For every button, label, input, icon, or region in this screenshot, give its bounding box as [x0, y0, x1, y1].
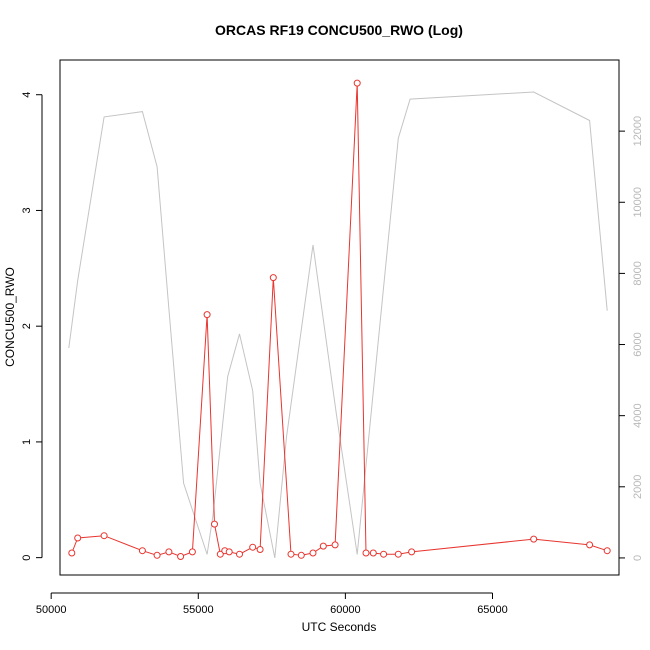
y-tick-label: 2	[21, 323, 33, 329]
primary-series-point	[297, 551, 305, 559]
primary-series-point	[319, 542, 327, 550]
secondary-series-line	[68, 91, 608, 558]
secondary-series-layer	[68, 91, 608, 558]
primary-series-point	[68, 549, 76, 557]
primary-series-point	[309, 549, 317, 557]
y-tick-label: 3	[21, 207, 33, 213]
primary-series-point	[369, 549, 377, 557]
primary-series-point	[380, 550, 388, 558]
primary-series-point	[331, 541, 339, 549]
x-axis-label: UTC Seconds	[302, 620, 377, 634]
y-axis-label: CONCU500_RWO	[3, 267, 17, 367]
primary-series-point	[177, 553, 185, 560]
primary-series-point	[408, 548, 416, 556]
primary-series-point	[249, 543, 257, 551]
primary-series-point	[153, 551, 161, 559]
primary-series-point	[269, 274, 277, 282]
y-tick-label: 4	[21, 92, 33, 98]
primary-series-layer	[68, 79, 611, 560]
chart-title: ORCAS RF19 CONCU500_RWO (Log)	[215, 22, 463, 38]
primary-series-point	[353, 79, 361, 87]
x-tick-label: 65000	[477, 604, 508, 616]
y2-tick-label: 8000	[632, 261, 644, 285]
y2-tick-label: 4000	[632, 403, 644, 427]
primary-series-point	[225, 548, 233, 556]
primary-series-point	[530, 535, 538, 543]
y2-tick-label: 2000	[632, 475, 644, 499]
primary-series-point	[362, 549, 370, 557]
primary-series-point	[211, 520, 218, 528]
primary-series-point	[100, 532, 108, 540]
primary-series-point	[165, 548, 173, 556]
primary-series-point	[256, 546, 264, 553]
x-tick-label: 55000	[183, 604, 214, 616]
y2-tick-label: 6000	[632, 332, 644, 356]
x-tick-label: 50000	[36, 604, 67, 616]
y-tick-label: 1	[21, 439, 33, 445]
primary-series-point	[603, 547, 611, 555]
y2-tick-label: 0	[632, 555, 644, 561]
primary-series-point	[74, 534, 82, 542]
primary-series-point	[586, 541, 594, 549]
axes-layer: 50000 55000 60000 65000 0 1 2 3 4 0 2000 4000 6000 80…	[21, 92, 644, 616]
primary-series-point	[188, 548, 196, 556]
primary-series-point	[236, 550, 243, 558]
primary-series-point	[394, 550, 402, 558]
y-tick-label: 0	[21, 555, 33, 561]
plot-frame	[59, 59, 620, 576]
primary-series-line	[71, 83, 608, 558]
primary-series-point	[138, 547, 146, 555]
primary-series-point	[287, 550, 295, 558]
y2-tick-label: 10000	[632, 187, 644, 218]
y2-tick-label: 12000	[632, 116, 644, 147]
primary-series-point	[203, 311, 211, 319]
primary-series-point	[216, 550, 224, 558]
x-tick-label: 60000	[330, 604, 361, 616]
